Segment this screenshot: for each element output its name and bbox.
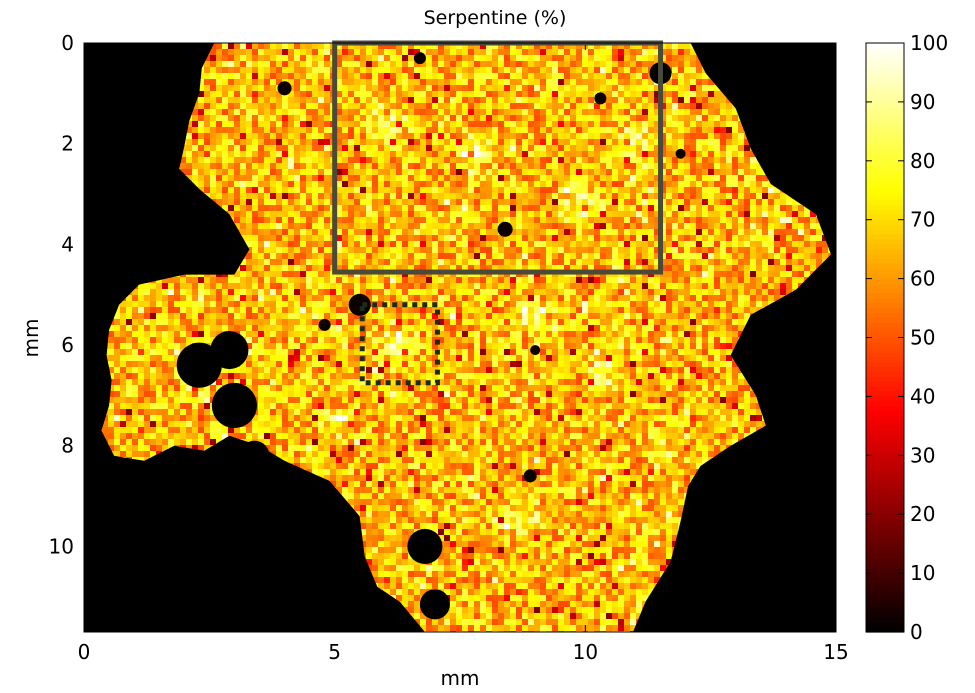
- plot-frame: [83, 42, 837, 633]
- x-tick-label: 10: [573, 640, 598, 664]
- colorbar-tick-label: 70: [910, 208, 935, 232]
- x-tick-label: 15: [823, 640, 848, 664]
- y-tick-label: 2: [61, 132, 74, 156]
- chart-title: Serpentine (%): [424, 7, 567, 29]
- pore: [407, 528, 443, 564]
- y-axis-label: mm: [19, 319, 43, 358]
- region-dotted-box: [359, 302, 440, 386]
- x-axis-label: mm: [441, 666, 480, 690]
- colorbar-tick-label: 20: [910, 502, 935, 526]
- colorbar-tick-label: 10: [910, 561, 935, 585]
- colorbar-tick-label: 80: [910, 149, 935, 173]
- y-tick-label: 6: [61, 333, 74, 357]
- y-tick-label: 0: [61, 31, 74, 55]
- pore: [239, 440, 270, 471]
- x-axis: 0 5 10 15: [78, 43, 849, 664]
- inclusion: [318, 318, 331, 331]
- inclusion: [348, 293, 371, 316]
- x-tick-label: 5: [328, 640, 341, 664]
- inclusion: [530, 345, 541, 356]
- colorbar-tick-label: 40: [910, 384, 935, 408]
- colorbar-tick-label: 0: [910, 620, 923, 644]
- pore: [176, 342, 222, 388]
- colorbar-tick-label: 60: [910, 267, 935, 291]
- pore: [210, 331, 249, 370]
- x-tick-label: 0: [78, 640, 91, 664]
- inclusion: [523, 469, 537, 483]
- inclusion: [413, 52, 426, 65]
- pore: [710, 55, 731, 76]
- colorbar-tick-label: 50: [910, 326, 935, 350]
- plot-area: [84, 43, 836, 632]
- y-tick-label: 4: [61, 232, 74, 256]
- colorbar: 0 10 20 30 40 50 60 70 80 90 100: [865, 31, 948, 644]
- inclusion: [675, 148, 686, 159]
- pore: [419, 589, 450, 620]
- y-tick-label: 10: [49, 534, 74, 558]
- inclusion: [277, 81, 292, 96]
- inclusion: [594, 92, 607, 105]
- inclusion: [497, 221, 513, 237]
- colorbar-tick-label: 100: [910, 31, 948, 55]
- colorbar-tick-label: 90: [910, 90, 935, 114]
- pore: [211, 382, 257, 429]
- y-tick-label: 8: [61, 434, 74, 458]
- colorbar-tick-label: 30: [910, 443, 935, 467]
